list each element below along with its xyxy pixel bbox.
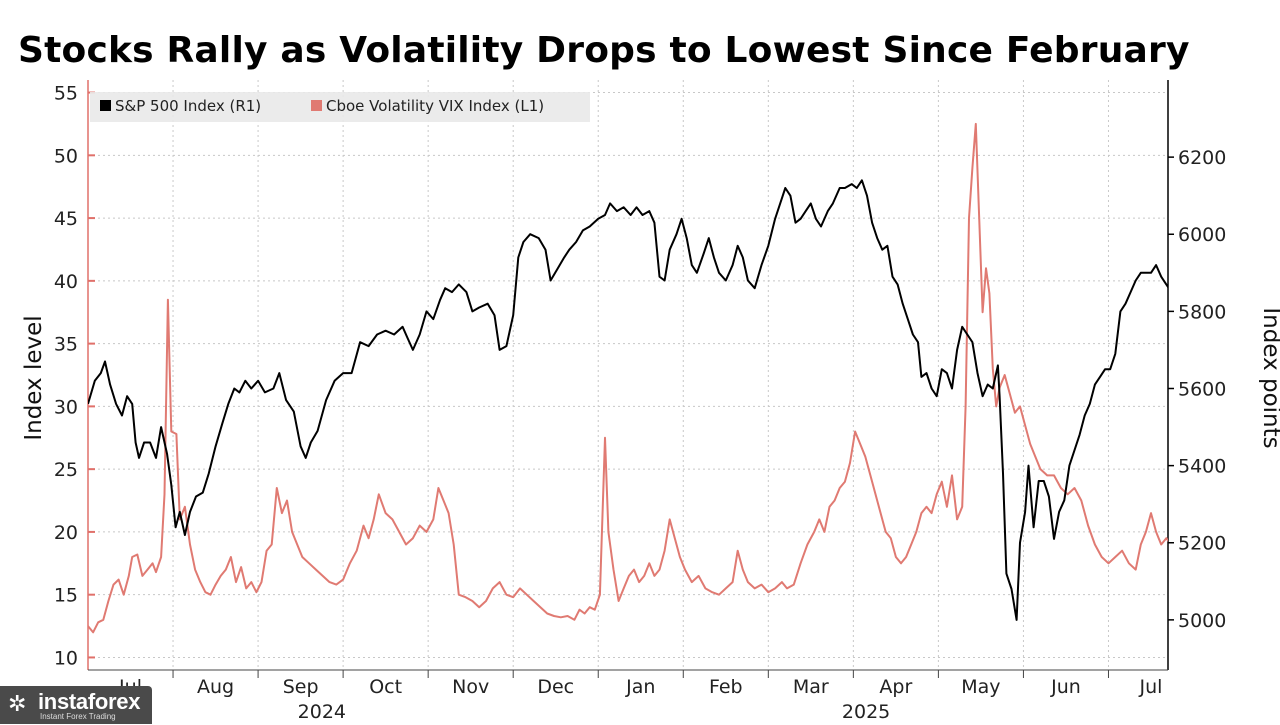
sp500-series-line xyxy=(88,179,1168,621)
x-month-label: Nov xyxy=(452,676,489,698)
x-month-label: Dec xyxy=(537,676,574,698)
legend-swatch-vix xyxy=(311,100,322,111)
left-tick-label: 20 xyxy=(54,522,78,544)
x-year-label: 2024 xyxy=(298,701,346,723)
x-month-label: May xyxy=(961,676,1000,698)
right-tick-label: 5800 xyxy=(1178,301,1226,323)
legend: S&P 500 Index (R1) Cboe Volatility VIX I… xyxy=(90,92,590,122)
axes: 1015202530354045505550005200540056005800… xyxy=(54,80,1226,723)
x-month-label: Aug xyxy=(197,676,234,698)
instaforex-logo-icon: ✲ xyxy=(8,692,27,717)
right-tick-label: 6200 xyxy=(1178,147,1226,169)
x-month-label: Jun xyxy=(1050,676,1081,698)
right-axis-title: Index points xyxy=(1258,307,1280,448)
x-month-label: Mar xyxy=(793,676,829,698)
vix-series-line xyxy=(88,122,1168,634)
chart-title: Stocks Rally as Volatility Drops to Lowe… xyxy=(18,30,1190,71)
legend-background xyxy=(90,92,590,122)
x-month-label: Oct xyxy=(369,676,402,698)
watermark-name: instaforex xyxy=(38,689,141,714)
x-year-label: 2025 xyxy=(842,701,890,723)
left-tick-label: 10 xyxy=(54,647,78,669)
left-tick-label: 45 xyxy=(54,208,78,230)
legend-label-vix: Cboe Volatility VIX Index (L1) xyxy=(326,97,544,115)
right-tick-label: 6000 xyxy=(1178,224,1226,246)
legend-label-sp500: S&P 500 Index (R1) xyxy=(115,97,261,115)
left-tick-label: 25 xyxy=(54,459,78,481)
right-tick-label: 5000 xyxy=(1178,610,1226,632)
x-month-label: Apr xyxy=(879,676,912,698)
watermark-tagline: Instant Forex Trading xyxy=(40,712,116,721)
left-tick-label: 35 xyxy=(54,334,78,356)
left-tick-label: 40 xyxy=(54,271,78,293)
x-month-label: Sep xyxy=(283,676,319,698)
series-lines xyxy=(88,122,1168,634)
right-tick-label: 5400 xyxy=(1178,456,1226,478)
right-tick-label: 5200 xyxy=(1178,533,1226,555)
legend-swatch-sp500 xyxy=(100,100,111,111)
x-month-label: Feb xyxy=(709,676,743,698)
right-tick-label: 5600 xyxy=(1178,378,1226,400)
x-month-label: Jul xyxy=(1139,676,1163,698)
left-tick-label: 30 xyxy=(54,396,78,418)
left-tick-label: 15 xyxy=(54,585,78,607)
grid-lines xyxy=(88,80,1168,670)
x-month-label: Jan xyxy=(625,676,655,698)
left-tick-label: 55 xyxy=(54,83,78,105)
left-axis-title: Index level xyxy=(21,315,47,440)
watermark: ✲ instaforex Instant Forex Trading xyxy=(0,686,152,724)
left-tick-label: 50 xyxy=(54,145,78,167)
